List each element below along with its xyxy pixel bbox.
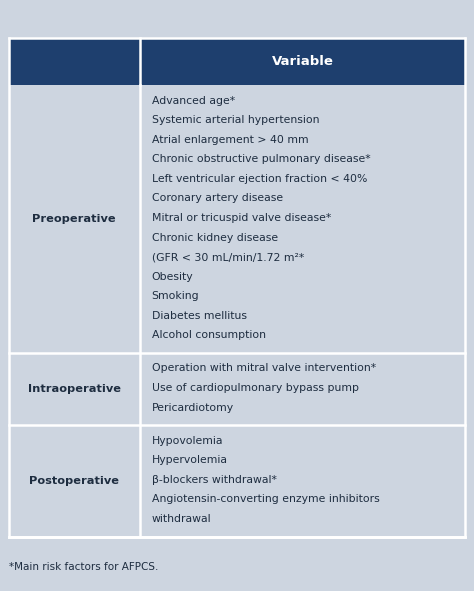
Text: Hypovolemia: Hypovolemia bbox=[152, 436, 223, 446]
Text: Coronary artery disease: Coronary artery disease bbox=[152, 193, 283, 203]
Text: Intraoperative: Intraoperative bbox=[27, 384, 121, 394]
Text: withdrawal: withdrawal bbox=[152, 514, 211, 524]
Text: Obesity: Obesity bbox=[152, 272, 193, 281]
Bar bbox=[9, 425, 140, 537]
Text: Pericardiotomy: Pericardiotomy bbox=[152, 402, 234, 413]
Bar bbox=[140, 425, 465, 537]
Text: Postoperative: Postoperative bbox=[29, 476, 119, 486]
Text: *Main risk factors for AFPCS.: *Main risk factors for AFPCS. bbox=[9, 563, 158, 572]
Text: Hypervolemia: Hypervolemia bbox=[152, 456, 228, 465]
Text: Diabetes mellitus: Diabetes mellitus bbox=[152, 311, 246, 321]
Text: Alcohol consumption: Alcohol consumption bbox=[152, 330, 266, 340]
Bar bbox=[140, 38, 465, 85]
Text: (GFR < 30 mL/min/1.72 m²*: (GFR < 30 mL/min/1.72 m²* bbox=[152, 252, 304, 262]
Text: Operation with mitral valve intervention*: Operation with mitral valve intervention… bbox=[152, 363, 376, 374]
Text: β-blockers withdrawal*: β-blockers withdrawal* bbox=[152, 475, 276, 485]
Text: Mitral or tricuspid valve disease*: Mitral or tricuspid valve disease* bbox=[152, 213, 331, 223]
Text: Chronic kidney disease: Chronic kidney disease bbox=[152, 232, 278, 242]
Text: Use of cardiopulmonary bypass pump: Use of cardiopulmonary bypass pump bbox=[152, 383, 359, 393]
Text: Systemic arterial hypertension: Systemic arterial hypertension bbox=[152, 115, 319, 125]
Text: Preoperative: Preoperative bbox=[32, 214, 116, 224]
Text: Advanced age*: Advanced age* bbox=[152, 96, 235, 106]
Text: Left ventricular ejection fraction < 40%: Left ventricular ejection fraction < 40% bbox=[152, 174, 367, 184]
Text: Variable: Variable bbox=[272, 55, 334, 68]
Text: Atrial enlargement > 40 mm: Atrial enlargement > 40 mm bbox=[152, 135, 308, 145]
Text: Chronic obstructive pulmonary disease*: Chronic obstructive pulmonary disease* bbox=[152, 154, 370, 164]
Text: Smoking: Smoking bbox=[152, 291, 199, 301]
Bar bbox=[140, 353, 465, 425]
Bar bbox=[9, 38, 140, 85]
Text: Angiotensin-converting enzyme inhibitors: Angiotensin-converting enzyme inhibitors bbox=[152, 495, 379, 505]
Bar bbox=[9, 353, 140, 425]
Bar bbox=[140, 85, 465, 353]
Bar bbox=[9, 85, 140, 353]
